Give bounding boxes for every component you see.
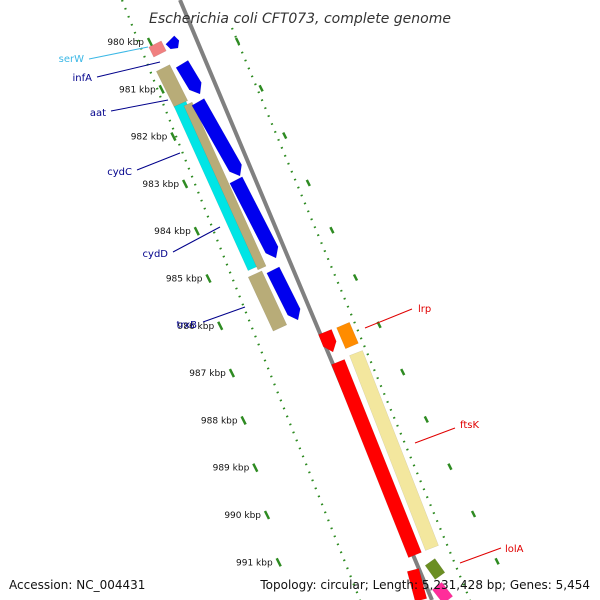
ftsK-cds-feature <box>349 350 439 551</box>
gene-label-lolA: lolA <box>505 544 524 555</box>
ruler-tick-label: 989 kbp <box>213 464 250 474</box>
outer-ruler-tick <box>329 226 335 234</box>
map-title: Escherichia coli CFT073, complete genome <box>149 11 451 27</box>
ruler-tick-label: 982 kbp <box>131 133 168 143</box>
gene-leader-line-lrp <box>364 308 413 329</box>
outer-ruler-tick <box>423 415 429 423</box>
gene-label-serW: serW <box>59 54 84 65</box>
lolA-olive-feature <box>424 558 446 580</box>
accession-text: Accession: NC_004431 <box>9 578 146 592</box>
cydD-arrow-feature <box>229 176 279 259</box>
outer-ruler-tick <box>258 84 264 92</box>
ruler-tick <box>205 273 212 284</box>
ruler-tick <box>217 321 224 331</box>
gene-label-ftsK: ftsK <box>460 420 479 431</box>
gene-leader-line-ftsK <box>414 427 456 444</box>
ruler-tick-label: 985 kbp <box>166 275 203 285</box>
outer-ruler-tick <box>400 368 406 376</box>
ruler-tick-label: 986 kbp <box>178 322 215 332</box>
serW-feature <box>148 40 167 58</box>
lolA-feature <box>406 568 428 600</box>
ruler-tick-label: 984 kbp <box>154 227 191 237</box>
gene-leader-line-lolA <box>459 547 502 564</box>
ruler-tick <box>240 415 247 425</box>
outer-ruler-tick <box>282 132 288 140</box>
ruler-tick <box>146 37 154 47</box>
ruler-tick-label: 988 kbp <box>201 416 238 426</box>
ruler-tick-label: 987 kbp <box>189 369 226 379</box>
trxB-cds-feature <box>247 270 288 332</box>
gene-leader-line-serW <box>88 46 149 60</box>
label-layer: serW infA aat cydC cydD trxB lrp ftsK lolA <box>59 46 524 564</box>
gene-leader-line-infA <box>96 61 161 78</box>
ruler-tick <box>170 132 177 142</box>
lrp-arrow-feature <box>318 329 337 353</box>
lrp-orange-feature <box>336 321 359 350</box>
trxB-arrow-feature <box>266 266 301 321</box>
gene-label-cydD: cydD <box>143 249 169 260</box>
gene-label-lrp: lrp <box>418 304 431 315</box>
ruler-tick <box>193 226 200 236</box>
outer-ruler-tick <box>470 510 477 518</box>
ruler-tick-label: 990 kbp <box>224 511 261 521</box>
ruler-layer: 980 kbp 981 kbp 982 kbp 983 kbp 984 kbp 985 k… <box>107 0 500 600</box>
gene-label-cydC: cydC <box>107 167 132 178</box>
ruler-tick <box>181 179 189 189</box>
gene-leader-line-aat <box>110 99 169 112</box>
ftsK-feature <box>331 359 422 558</box>
outer-ruler-tick <box>447 463 453 471</box>
outer-dotted-ruler <box>230 27 472 600</box>
topology-text: Topology: circular; Length: 5,231,428 bp… <box>260 578 590 592</box>
ruler-tick <box>158 84 165 94</box>
gene-leader-line-cydC <box>136 152 181 171</box>
gene-label-trxB: trxB <box>176 320 197 331</box>
ruler-tick <box>263 510 271 520</box>
ruler-tick <box>275 557 282 567</box>
gene-leader-line-trxB <box>202 306 246 323</box>
ruler-tick <box>252 463 259 473</box>
aat-arrow-feature <box>191 98 242 177</box>
infA-arrow-feature <box>175 60 202 95</box>
lolA-pink-feature <box>431 581 454 600</box>
serW-arrow-feature <box>165 35 180 50</box>
outer-ruler-tick <box>352 273 359 282</box>
ruler-tick-label: 980 kbp <box>107 38 144 48</box>
infA-cds-feature <box>155 64 189 108</box>
outer-ruler-tick <box>234 37 241 45</box>
ruler-tick <box>228 368 236 378</box>
outer-ruler-tick <box>494 557 500 565</box>
gene-label-aat: aat <box>90 108 106 119</box>
inner-dotted-ruler <box>120 0 362 600</box>
gene-label-infA: infA <box>73 73 93 84</box>
ruler-tick-label: 983 kbp <box>142 180 179 190</box>
ruler-tick-label: 991 kbp <box>236 558 273 568</box>
feature-layer <box>148 35 454 600</box>
outer-ruler-tick <box>305 179 311 187</box>
ruler-tick-label: 981 kbp <box>119 85 156 95</box>
gene-leader-line-cydD <box>172 226 221 253</box>
cydC-cds-feature <box>183 101 267 271</box>
